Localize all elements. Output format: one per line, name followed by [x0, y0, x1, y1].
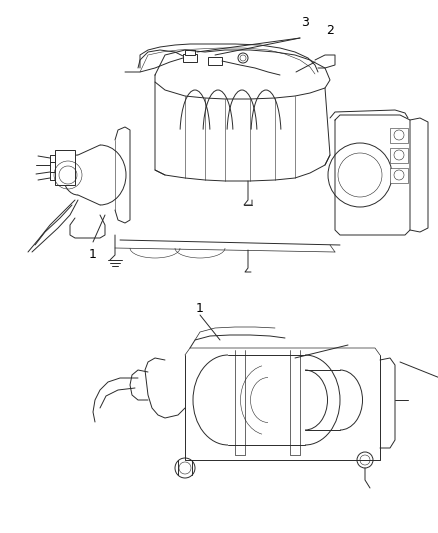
Circle shape [179, 462, 191, 474]
Circle shape [393, 130, 403, 140]
Bar [208, 57, 222, 65]
Circle shape [175, 458, 194, 478]
Circle shape [356, 452, 372, 468]
Circle shape [393, 150, 403, 160]
Circle shape [393, 170, 403, 180]
Circle shape [240, 55, 245, 61]
Bar [389, 168, 407, 183]
Text: 1: 1 [89, 248, 97, 262]
Bar [55, 150, 75, 185]
Text: 2: 2 [325, 23, 333, 36]
Bar [389, 128, 407, 143]
Text: 1: 1 [196, 302, 204, 314]
Circle shape [359, 455, 369, 465]
Circle shape [237, 53, 247, 63]
Bar [389, 148, 407, 163]
Bar [184, 50, 194, 55]
Circle shape [337, 153, 381, 197]
Text: 3: 3 [300, 15, 308, 28]
Bar [183, 54, 197, 62]
Circle shape [327, 143, 391, 207]
